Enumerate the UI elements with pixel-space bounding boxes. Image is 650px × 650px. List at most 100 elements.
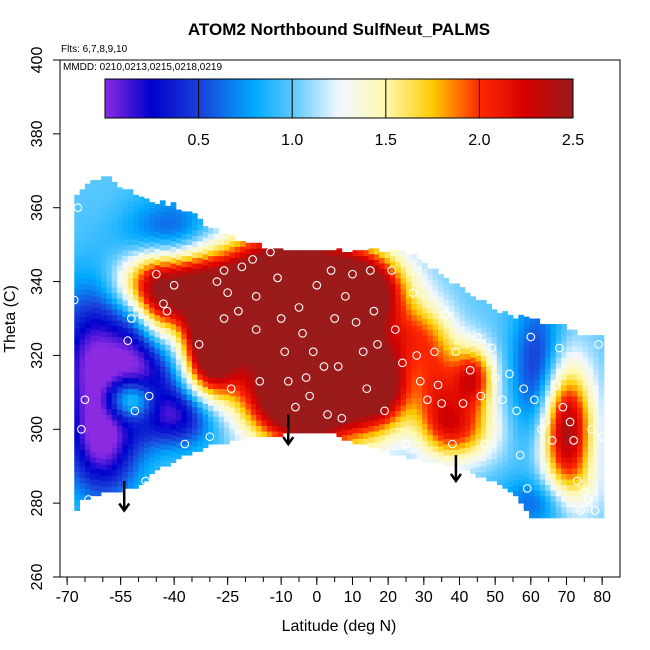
- sample-point: [576, 506, 586, 515]
- heatmap-cell: [507, 392, 514, 399]
- heatmap-cell: [534, 440, 541, 447]
- heatmap-cell: [395, 360, 402, 367]
- heatmap-cell: [266, 325, 273, 332]
- heatmap-cell: [566, 434, 573, 441]
- heatmap-cell: [170, 307, 177, 314]
- heatmap-cell: [250, 320, 257, 327]
- heatmap-cell: [143, 248, 150, 255]
- heatmap-cell: [341, 373, 348, 380]
- heatmap-cell: [438, 390, 444, 397]
- heatmap-cell: [261, 420, 268, 426]
- heatmap-cell: [170, 202, 177, 209]
- heatmap-cell: [304, 388, 311, 395]
- heatmap-cell: [309, 316, 316, 323]
- heatmap-cell: [111, 447, 118, 454]
- colorbar-swatch: [452, 79, 457, 118]
- heatmap-cell: [159, 311, 166, 318]
- heatmap-cell: [106, 270, 113, 277]
- heatmap-cell: [127, 455, 134, 462]
- heatmap-cell: [90, 490, 97, 497]
- heatmap-cell: [138, 479, 145, 486]
- heatmap-cell: [127, 405, 134, 412]
- heatmap-cell: [422, 318, 428, 325]
- colorbar-swatch: [389, 79, 395, 118]
- heatmap-cell: [149, 246, 155, 253]
- heatmap-cell: [577, 335, 583, 342]
- heatmap-cell: [555, 368, 562, 375]
- heatmap-cell: [587, 468, 594, 474]
- heatmap-cell: [154, 259, 161, 266]
- heatmap-cell: [400, 261, 407, 268]
- heatmap-cell: [101, 292, 107, 299]
- heatmap-cell: [138, 329, 145, 336]
- heatmap-cell: [443, 355, 450, 362]
- heatmap-cell: [427, 423, 434, 430]
- heatmap-cell: [138, 462, 145, 469]
- heatmap-cell: [138, 401, 145, 408]
- heatmap-cell: [202, 431, 209, 438]
- heatmap-cell: [197, 368, 204, 375]
- heatmap-cell: [470, 318, 476, 325]
- heatmap-cell: [454, 300, 460, 306]
- heatmap-cell: [95, 235, 102, 242]
- heatmap-cell: [496, 451, 503, 458]
- heatmap-cell: [411, 353, 418, 360]
- heatmap-cell: [304, 316, 311, 323]
- heatmap-cell: [138, 445, 145, 452]
- heatmap-cell: [186, 261, 193, 268]
- heatmap-cell: [571, 490, 578, 497]
- heatmap-cell: [277, 292, 284, 299]
- heatmap-cell: [111, 292, 118, 299]
- heatmap-cell: [117, 303, 123, 310]
- heatmap-cell: [159, 300, 166, 306]
- heatmap-cell: [84, 366, 91, 373]
- heatmap-cell: [191, 329, 198, 336]
- heatmap-cell: [561, 368, 567, 375]
- heatmap-cell: [165, 222, 171, 229]
- heatmap-cell: [411, 309, 418, 316]
- heatmap-cell: [181, 399, 188, 406]
- sample-point: [205, 432, 215, 442]
- heatmap-cell: [368, 348, 375, 354]
- heatmap-cell: [165, 266, 171, 273]
- heatmap-cell: [496, 335, 503, 342]
- heatmap-cell: [79, 493, 86, 500]
- heatmap-cell: [400, 300, 407, 306]
- heatmap-cell: [111, 231, 118, 238]
- heatmap-cell: [234, 373, 241, 380]
- heatmap-cell: [191, 396, 198, 402]
- heatmap-cell: [256, 414, 262, 421]
- heatmap-cell: [170, 301, 177, 308]
- heatmap-cell: [191, 357, 198, 364]
- heatmap-cell: [79, 477, 86, 484]
- heatmap-cell: [357, 300, 364, 306]
- heatmap-cell: [587, 512, 594, 519]
- heatmap-cell: [122, 383, 129, 390]
- heatmap-cell: [304, 377, 311, 384]
- heatmap-cell: [127, 466, 134, 473]
- heatmap-cell: [272, 264, 278, 271]
- heatmap-cell: [341, 351, 348, 358]
- heatmap-cell: [90, 290, 97, 297]
- heatmap-cell: [422, 451, 428, 458]
- heatmap-cell: [165, 377, 171, 384]
- heatmap-cell: [336, 314, 343, 321]
- heatmap-cell: [266, 348, 273, 354]
- heatmap-cell: [79, 416, 86, 423]
- heatmap-cell: [74, 322, 81, 329]
- heatmap-cell: [127, 394, 134, 401]
- heatmap-cell: [389, 388, 396, 395]
- heatmap-cell: [470, 456, 476, 463]
- heatmap-cell: [459, 287, 466, 294]
- heatmap-cell: [277, 425, 284, 432]
- heatmap-cell: [197, 407, 204, 414]
- heatmap-cell: [197, 418, 204, 425]
- heatmap-cell: [518, 497, 525, 504]
- heatmap-cell: [534, 407, 541, 414]
- heatmap-cell: [186, 216, 193, 223]
- heatmap-cell: [288, 360, 295, 367]
- heatmap-cell: [143, 348, 150, 354]
- heatmap-cell: [438, 351, 444, 358]
- heatmap-cell: [357, 272, 364, 279]
- heatmap-cell: [245, 386, 252, 393]
